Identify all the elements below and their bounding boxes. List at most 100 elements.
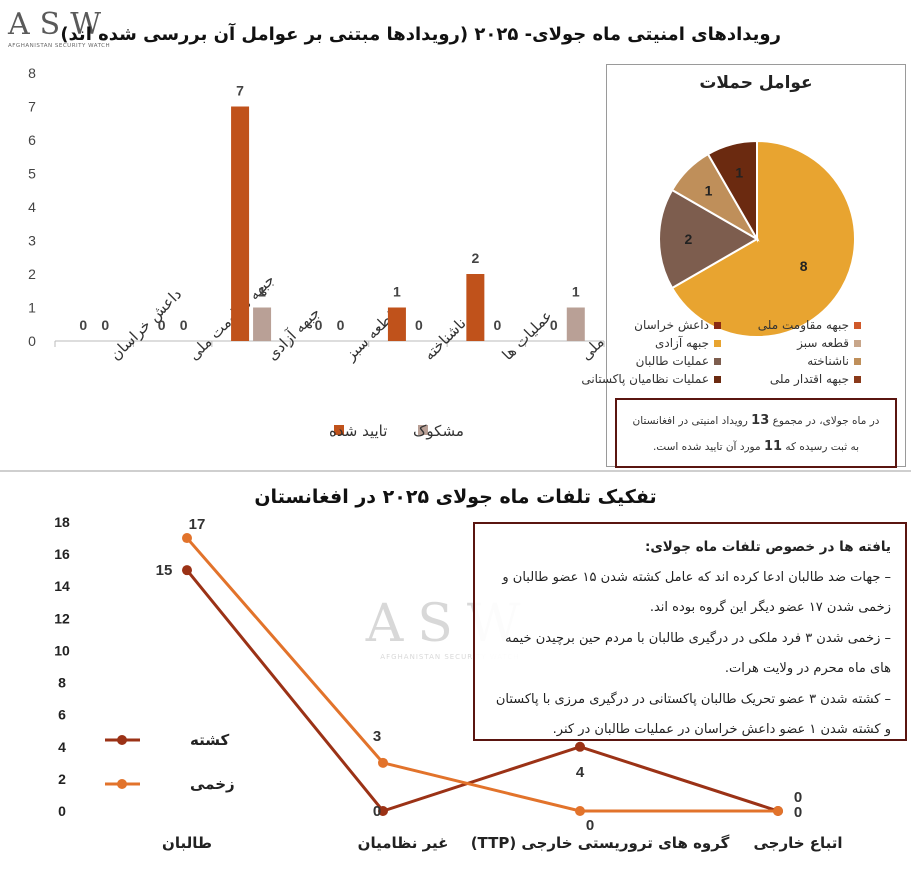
- bar-legend: تایید شده مشکوک: [329, 422, 464, 440]
- pie-legend-label: داعش خراسان: [634, 318, 709, 332]
- line-point: [378, 806, 388, 816]
- bar-data-label: 0: [101, 317, 109, 333]
- page-title: رویدادهای امنیتی ماه جولای- ۲۰۲۵ (رویداد…: [60, 24, 781, 45]
- pie-legend-swatch: [714, 339, 721, 347]
- y-tick-label: 16: [54, 546, 70, 562]
- logo: ASW AFGHANISTAN SECURITY WATCH: [8, 8, 118, 62]
- line-point: [575, 806, 585, 816]
- findings-box: یافته ها در خصوص تلفات ماه جولای: – جهات…: [473, 522, 907, 741]
- pie-legend-item: قطعه سبز: [797, 336, 861, 350]
- pie-legend-swatch: [714, 357, 721, 365]
- line-point: [378, 757, 388, 768]
- pie-legend-label: ناشناخته: [807, 354, 849, 368]
- y-tick-label: 0: [58, 803, 66, 819]
- pie-legend-item: جبهه مقاومت ملی: [758, 318, 861, 332]
- y-tick-label: 18: [54, 514, 70, 530]
- pie-note: در ماه جولای، در مجموع 13 رویداد امنیتی …: [615, 398, 897, 468]
- x-tick-label: داعش خراسان: [106, 285, 185, 364]
- pie-note-part3: مورد آن تایید شده است.: [652, 441, 761, 453]
- pie-legend-item: عملیات طالبان: [636, 354, 721, 368]
- bar-data-label: 1: [258, 284, 266, 300]
- x-tick-label: گروه های تروریستی خارجی (TTP): [471, 834, 730, 852]
- line-data-label: 3: [373, 728, 381, 745]
- bar-data-label: 1: [393, 284, 401, 300]
- pie-slice: [658, 188, 760, 290]
- pie-legend-label: عملیات نظامیان پاکستانی: [581, 372, 709, 386]
- pie-note-confirmed: 11: [763, 439, 783, 454]
- pie-legend-label: عملیات طالبان: [635, 354, 709, 368]
- line-data-label: 0: [373, 803, 381, 820]
- finding-item: – جهات ضد طالبان ادعا کرده اند که عامل ک…: [502, 569, 891, 616]
- pie-slice: [670, 139, 856, 338]
- bar-data-label: 0: [493, 317, 501, 333]
- line-legend: کشته زخمی: [105, 731, 235, 793]
- bar-data-label: 0: [79, 317, 87, 333]
- bar: [231, 106, 250, 341]
- bar: [466, 274, 485, 341]
- legend-label: کشته: [190, 731, 229, 749]
- line-data-label: 4: [576, 764, 585, 781]
- line-data-label: 0: [794, 789, 802, 806]
- x-tick-label: غیر نظامیان: [358, 834, 449, 852]
- pie-legend-swatch: [854, 321, 861, 329]
- bar-data-label: 0: [180, 317, 188, 333]
- legend-label: زخمی: [190, 775, 235, 793]
- y-tick-label: 4: [58, 739, 66, 755]
- pie-legend-swatch: [854, 339, 861, 347]
- y-tick-label: 12: [54, 610, 70, 626]
- bar-data-label: 0: [550, 317, 558, 333]
- bar: [387, 307, 406, 341]
- x-tick-label: ناشناخته: [420, 314, 470, 364]
- bar-data-label: 0: [315, 317, 323, 333]
- line-chart-title: تفکیک تلفات ماه جولای ۲۰۲۵ در افغانستان: [254, 486, 657, 508]
- pie-legend-label: جبهه اقتدار ملی: [769, 372, 849, 386]
- legend-label: تایید شده: [329, 422, 387, 440]
- y-tick-label: 10: [54, 642, 70, 658]
- bar: [566, 307, 585, 341]
- finding-item: – زخمی شدن ۳ فرد ملکی در درگیری طالبان ب…: [505, 630, 891, 677]
- pie-legend-item: داعش خراسان: [634, 318, 721, 332]
- logo-subtitle: AFGHANISTAN SECURITY WATCH: [8, 43, 111, 49]
- x-tick-label: عملیات ها: [498, 307, 555, 364]
- y-tick-label: 1: [28, 300, 36, 316]
- bar-data-label: 0: [415, 317, 423, 333]
- pie-legend-label: جبهه مقاومت ملی: [757, 318, 849, 332]
- line-data-label: 0: [586, 817, 594, 834]
- x-tick-label: اتباع خارجی: [753, 834, 842, 852]
- y-tick-label: 5: [28, 166, 36, 182]
- findings-heading: یافته ها در خصوص تلفات ماه جولای:: [644, 539, 891, 555]
- pie-chart-title: عوامل حملات: [699, 73, 813, 93]
- x-tick-label: طالبان: [162, 834, 212, 852]
- y-tick-label: 14: [54, 578, 70, 594]
- logo-mark: ASW: [8, 7, 112, 42]
- line-series: [185, 537, 778, 813]
- line-data-label: 0: [794, 804, 802, 821]
- y-tick-label: 8: [28, 65, 36, 81]
- pie-legend-item: جبهه اقتدار ملی: [770, 372, 861, 386]
- pie-legend-swatch: [714, 321, 721, 329]
- pie-data-label: 1: [705, 182, 713, 198]
- pie-legend-swatch: [854, 375, 861, 383]
- y-tick-label: 4: [28, 199, 36, 215]
- pie-legend-item: جبهه آزادی: [655, 336, 721, 350]
- pie-note-total: 13: [751, 413, 770, 428]
- finding-item: – کشته شدن ۳ عضو تحریک طالبان پاکستانی د…: [495, 691, 891, 738]
- y-tick-label: 6: [58, 707, 66, 723]
- bar-data-label: 2: [471, 250, 479, 266]
- pie-legend-item: ناشناخته: [807, 354, 861, 368]
- y-tick-label: 0: [28, 333, 36, 349]
- legend-swatch: [334, 425, 344, 435]
- line-series: [185, 569, 779, 813]
- line-point: [182, 565, 192, 576]
- legend-marker: [117, 779, 127, 789]
- pie-note-part2: رویداد امنیتی در افغانستان به ثبت رسیده …: [632, 415, 860, 453]
- pie-data-label: 1: [735, 165, 743, 181]
- y-tick-label: 2: [28, 266, 36, 282]
- line-data-label: 15: [156, 562, 173, 579]
- pie-legend-label: جبهه آزادی: [654, 336, 709, 350]
- line-point: [773, 806, 783, 816]
- legend-marker: [117, 735, 127, 745]
- pie-legend-swatch: [714, 375, 721, 383]
- line-data-label: 17: [189, 516, 206, 533]
